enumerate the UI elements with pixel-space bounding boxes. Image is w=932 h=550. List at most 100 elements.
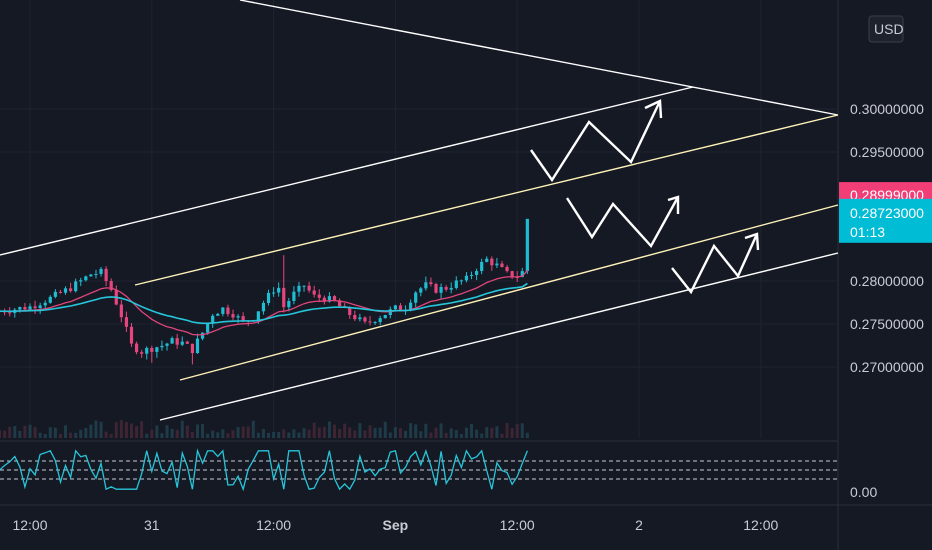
volume-bar	[297, 432, 301, 438]
volume-bar	[33, 427, 37, 438]
volume-bar	[251, 420, 255, 438]
volume-bar	[170, 428, 174, 438]
volume-bar	[160, 433, 164, 438]
volume-bar	[13, 426, 17, 438]
volume-bar	[358, 423, 362, 438]
volume-bar	[439, 423, 443, 438]
oscillator-line	[0, 448, 529, 492]
price-axis[interactable]: 0.30000000 0.29500000 0.28000000 0.27500000…	[839, 15, 932, 500]
volume-bar	[28, 424, 32, 438]
volume-bar	[23, 425, 27, 438]
candle-body	[74, 281, 78, 292]
price-axis-label: 0.27000000	[850, 359, 924, 375]
volume-bar	[338, 428, 342, 438]
candle-body	[8, 312, 12, 314]
time-axis-label: 12:00	[256, 517, 291, 533]
candle-body	[337, 300, 342, 307]
candle-body	[277, 287, 281, 293]
candle-body	[429, 282, 433, 284]
volume-bar	[302, 428, 306, 438]
candle-body	[124, 317, 129, 327]
volume-bar	[94, 420, 98, 438]
volume-bar	[99, 421, 103, 438]
volume-bar	[409, 423, 413, 438]
volume-bar	[58, 433, 62, 438]
candle-body	[475, 271, 479, 275]
volume-bar	[333, 424, 336, 438]
volume-bar	[348, 427, 352, 438]
volume-bar	[277, 431, 281, 438]
candle-body	[63, 288, 68, 293]
price-axis-label: 0.30000000	[850, 101, 924, 117]
volume-bar	[444, 433, 448, 438]
candle-body	[373, 322, 377, 324]
oscillator-pane	[0, 448, 838, 492]
volume-bar	[241, 426, 245, 438]
candle-body	[439, 287, 443, 293]
candle-body	[134, 343, 139, 353]
currency-box	[868, 15, 904, 43]
candle-body	[43, 302, 47, 306]
candle-body	[272, 292, 276, 294]
candle-body	[84, 276, 88, 281]
candle-body	[348, 307, 352, 315]
volume-bar	[175, 429, 179, 438]
time-axis-label: 12:00	[500, 517, 535, 533]
volume-bar	[383, 421, 387, 438]
volume-bar	[53, 427, 57, 438]
volume-bar	[404, 430, 408, 438]
volume-bar	[500, 433, 504, 438]
projection-arrow-2-head	[667, 195, 680, 214]
currency-label: USD	[874, 21, 904, 37]
candle-body	[414, 292, 418, 303]
volume-bar	[38, 432, 42, 438]
volume-bar	[18, 430, 22, 438]
projection-arrow-1-head	[644, 99, 663, 119]
volume-bar	[190, 431, 194, 438]
candle-body	[500, 263, 504, 268]
countdown-badge-text: 01:13	[850, 224, 885, 240]
candle-body	[302, 285, 306, 287]
channel-mid-lower-line	[179, 204, 839, 381]
candle-body	[368, 321, 372, 323]
candle-body	[282, 287, 286, 308]
volume-bar	[292, 429, 296, 438]
candle-body	[99, 268, 103, 274]
candle-body	[200, 332, 205, 339]
candle-body	[206, 323, 210, 333]
candle-body	[464, 275, 469, 281]
candle-body	[317, 294, 321, 298]
volume-bar	[429, 432, 433, 438]
volume-bar	[180, 420, 184, 438]
candle-body	[231, 314, 235, 318]
volume-bar	[312, 422, 316, 438]
candle-body	[469, 274, 474, 276]
volume-bar	[211, 430, 215, 438]
volume-bar	[165, 425, 169, 438]
candle-body	[358, 317, 362, 320]
channel-mid-upper-line	[134, 114, 839, 286]
candle-body	[155, 347, 159, 352]
candle-body	[485, 258, 489, 262]
candle-body	[23, 307, 27, 310]
volume-bar	[130, 423, 133, 438]
volume-bar	[317, 427, 321, 438]
moving-averages	[0, 269, 528, 336]
candle-body	[160, 345, 164, 348]
candle-body	[195, 338, 200, 354]
candle-body	[48, 296, 52, 303]
volume-bar	[185, 425, 189, 438]
volume-bar	[114, 422, 118, 438]
candlestick-series	[0, 218, 529, 365]
projection-arrow-2	[565, 196, 680, 249]
volume-bar	[449, 428, 453, 438]
volume-bar	[505, 422, 509, 438]
volume-bar	[525, 432, 529, 438]
time-axis-label: 2	[635, 517, 643, 533]
volume-bar	[8, 426, 12, 438]
volume-bar	[282, 429, 286, 438]
time-axis[interactable]: 12:00 31 12:00 Sep 12:00 2 12:00	[12, 517, 778, 533]
candle-body	[378, 318, 382, 323]
